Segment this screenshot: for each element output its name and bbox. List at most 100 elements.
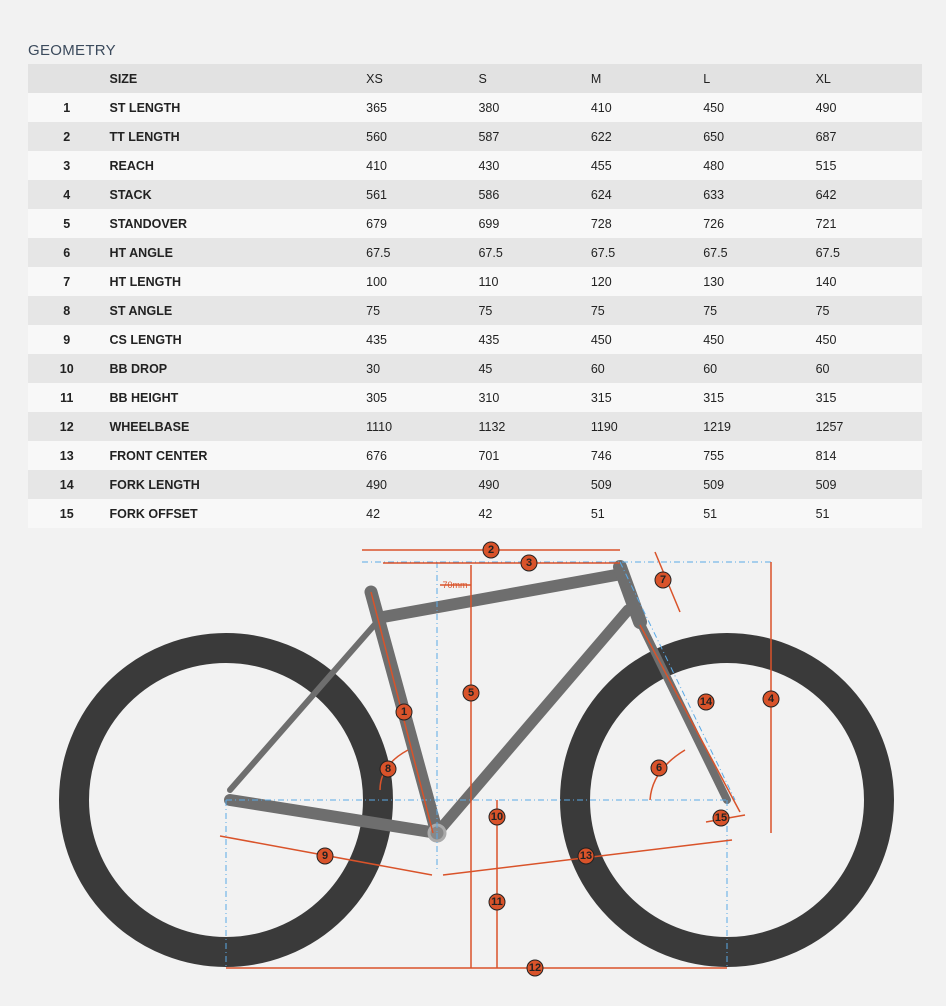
section-title: GEOMETRY <box>28 42 116 59</box>
marker-label: 3 <box>526 557 532 569</box>
table-cell: 67.5 <box>584 238 698 267</box>
marker-badge <box>577 847 595 865</box>
table-cell: WHEELBASE <box>105 412 361 441</box>
table-cell: 45 <box>472 354 585 383</box>
table-cell: 509 <box>584 470 698 499</box>
table-cell: 699 <box>472 209 585 238</box>
table-cell: 701 <box>472 441 585 470</box>
marker-badge <box>482 541 500 559</box>
table-row: 8 ST ANGLE 75 75 75 75 75 <box>28 296 922 325</box>
table-row: 13 FRONT CENTER 676 701 746 755 814 <box>28 441 922 470</box>
table-cell: 365 <box>360 93 473 122</box>
marker-badge <box>462 684 480 702</box>
marker-label: 8 <box>385 763 391 775</box>
table-cell: 728 <box>584 209 698 238</box>
table-cell: 410 <box>360 151 473 180</box>
table-cell: 5 <box>28 209 106 238</box>
table-row: 1 ST LENGTH 365 380 410 450 490 <box>28 93 922 122</box>
marker-label: 14 <box>700 696 713 708</box>
marker-badge <box>654 571 672 589</box>
table-cell: 42 <box>472 499 585 528</box>
table-cell: 435 <box>360 325 473 354</box>
table-cell: 1190 <box>584 412 698 441</box>
table-cell: 480 <box>697 151 810 180</box>
table-row: 10 BB DROP 30 45 60 60 60 <box>28 354 922 383</box>
marker-badge <box>520 554 538 572</box>
table-cell: 450 <box>584 325 698 354</box>
marker-label: 2 <box>488 544 494 556</box>
table-cell: 746 <box>584 441 698 470</box>
table-cell: 687 <box>809 122 922 151</box>
header-cell: SIZE <box>105 64 361 93</box>
table-cell: 450 <box>697 325 810 354</box>
table-cell: ST ANGLE <box>105 296 361 325</box>
table-cell: 75 <box>584 296 698 325</box>
table-cell: 676 <box>360 441 473 470</box>
table-cell: 15 <box>28 499 106 528</box>
marker-badge <box>488 893 506 911</box>
table-cell: STACK <box>105 180 361 209</box>
table-cell: 130 <box>697 267 810 296</box>
table-cell: 315 <box>809 383 922 412</box>
table-cell: 42 <box>360 499 473 528</box>
table-cell: 622 <box>584 122 698 151</box>
table-cell: 450 <box>809 325 922 354</box>
table-row: 12 WHEELBASE 1110 1132 1190 1219 1257 <box>28 412 922 441</box>
table-cell: 3 <box>28 151 106 180</box>
table-cell: 587 <box>472 122 585 151</box>
header-row: SIZE XS S M L XL <box>28 64 922 93</box>
table-cell: HT ANGLE <box>105 238 361 267</box>
table-cell: 75 <box>360 296 473 325</box>
table-cell: 13 <box>28 441 106 470</box>
table-cell: BB HEIGHT <box>105 383 361 412</box>
marker-badge <box>316 847 334 865</box>
table-cell: 450 <box>697 93 810 122</box>
table-cell: 1132 <box>472 412 585 441</box>
marker-badge <box>488 808 506 826</box>
table-cell: 120 <box>584 267 698 296</box>
table-cell: FORK OFFSET <box>105 499 361 528</box>
table-cell: 315 <box>697 383 810 412</box>
table-row: 3 REACH 410 430 455 480 515 <box>28 151 922 180</box>
table-cell: 380 <box>472 93 585 122</box>
table-row: 7 HT LENGTH 100 110 120 130 140 <box>28 267 922 296</box>
table-cell: 490 <box>360 470 473 499</box>
table-cell: 75 <box>809 296 922 325</box>
table-cell: 1257 <box>809 412 922 441</box>
table-cell: 305 <box>360 383 473 412</box>
table-cell: 4 <box>28 180 106 209</box>
table-row: 6 HT ANGLE 67.5 67.5 67.5 67.5 67.5 <box>28 238 922 267</box>
marker-label: 1 <box>401 706 407 718</box>
table-cell: 30 <box>360 354 473 383</box>
table-cell: 51 <box>584 499 698 528</box>
geometry-table: SIZE XS S M L XL 1 ST LENGTH 365 380 410 450 490 2 TT … <box>28 64 922 528</box>
table-cell: 560 <box>360 122 473 151</box>
table-cell: 509 <box>809 470 922 499</box>
table-cell: 1219 <box>697 412 810 441</box>
table-cell: 435 <box>472 325 585 354</box>
table-cell: 721 <box>809 209 922 238</box>
table-cell: 310 <box>472 383 585 412</box>
table-cell: 455 <box>584 151 698 180</box>
header-cell: S <box>472 64 585 93</box>
table-cell: 624 <box>584 180 698 209</box>
table-cell: 315 <box>584 383 698 412</box>
table-cell: 1110 <box>360 412 473 441</box>
table-row: 9 CS LENGTH 435 435 450 450 450 <box>28 325 922 354</box>
table-cell: CS LENGTH <box>105 325 361 354</box>
table-cell: 8 <box>28 296 106 325</box>
marker-badge <box>697 693 715 711</box>
marker-badge <box>395 703 413 721</box>
table-cell: 650 <box>697 122 810 151</box>
table-cell: 51 <box>809 499 922 528</box>
table-cell: 726 <box>697 209 810 238</box>
marker-label: 15 <box>715 812 727 824</box>
table-cell: 1 <box>28 93 106 122</box>
table-cell: 75 <box>472 296 585 325</box>
table-cell: 9 <box>28 325 106 354</box>
table-cell: TT LENGTH <box>105 122 361 151</box>
marker-label: 7 <box>660 574 666 586</box>
marker-badge <box>762 690 780 708</box>
table-cell: 561 <box>360 180 473 209</box>
